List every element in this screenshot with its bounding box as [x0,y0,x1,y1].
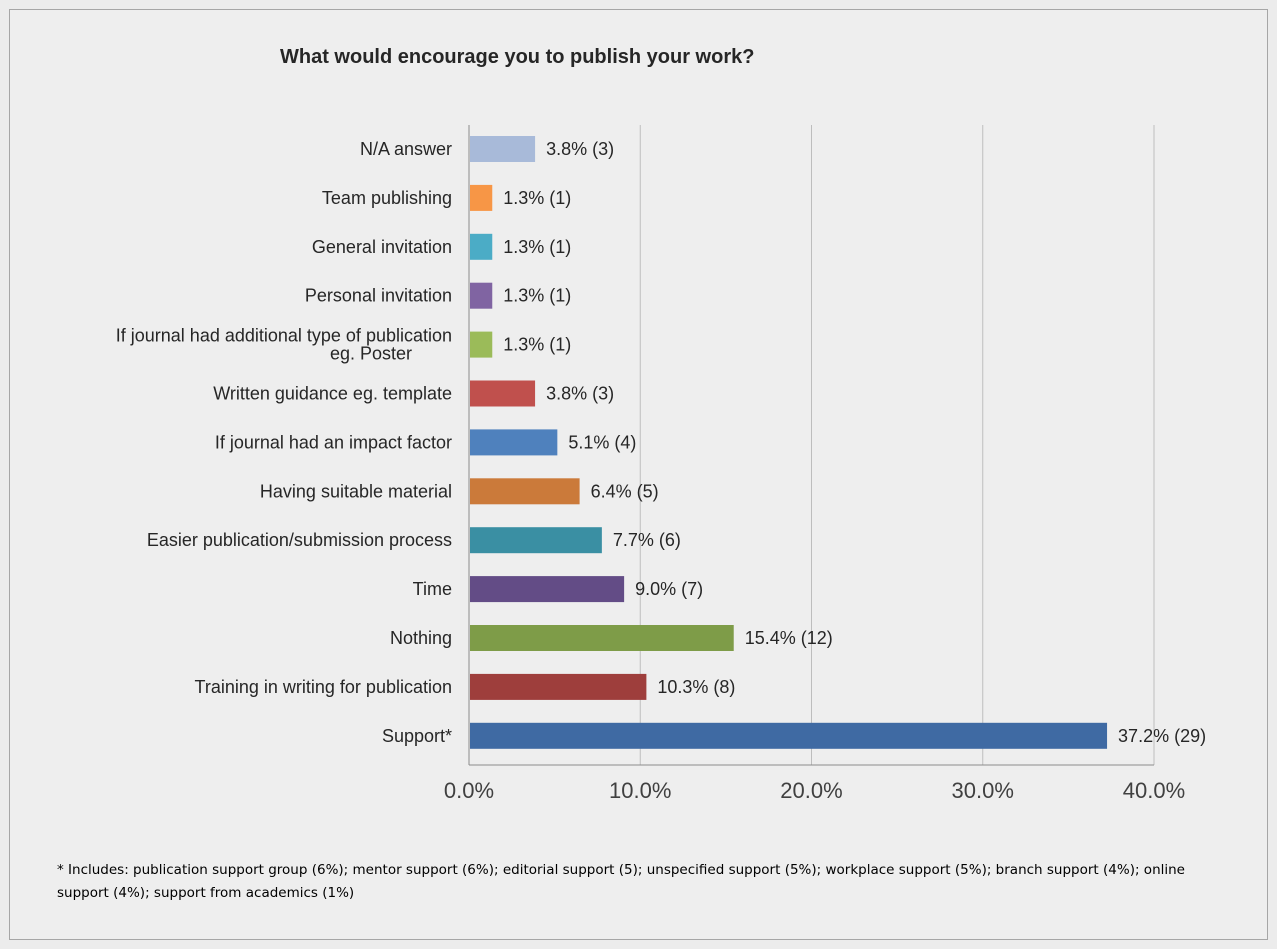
category-label: Nothing [390,628,452,648]
data-label: 3.8% (3) [546,139,614,159]
data-label: 1.3% (1) [503,286,571,306]
data-label: 37.2% (29) [1118,726,1206,746]
bar [470,576,625,603]
data-label: 1.3% (1) [503,335,571,355]
bar [470,331,493,358]
bar [470,527,602,554]
category-label: Having suitable material [260,481,452,501]
bar [470,233,493,260]
category-label: General invitation [312,237,452,257]
data-label: 6.4% (5) [591,481,659,501]
bar [470,478,580,505]
bar [470,673,647,700]
category-label: N/A answer [360,139,452,159]
data-label: 10.3% (8) [657,677,735,697]
data-label: 3.8% (3) [546,384,614,404]
x-tick-label: 40.0% [1123,778,1185,803]
category-label: Easier publication/submission process [147,530,452,550]
bar [470,282,493,309]
data-label: 7.7% (6) [613,530,681,550]
x-tick-label: 20.0% [780,778,842,803]
data-label: 9.0% (7) [635,579,703,599]
bar [470,429,558,456]
category-label: If journal had an impact factor [215,432,452,452]
x-tick-label: 0.0% [444,778,494,803]
x-tick-label: 10.0% [609,778,671,803]
bar [470,184,493,211]
category-label: Personal invitation [305,286,452,306]
category-label: Training in writing for publication [195,677,452,697]
bar [470,136,536,162]
chart-title: What would encourage you to publish your… [280,46,755,68]
category-label: Team publishing [322,188,452,208]
bar [470,722,1108,749]
footnote: * Includes: publication support group (6… [57,862,1185,901]
category-label: Support* [382,726,452,746]
data-label: 1.3% (1) [503,237,571,257]
x-tick-label: 30.0% [952,778,1014,803]
bar [470,625,734,651]
category-label: Time [413,579,452,599]
data-label: 5.1% (4) [568,432,636,452]
category-label: If journal had additional type of public… [116,326,452,364]
data-label: 1.3% (1) [503,188,571,208]
data-label: 15.4% (12) [745,628,833,648]
bar [470,380,536,407]
category-label: Written guidance eg. template [213,384,452,404]
chart-frame [9,9,1268,940]
